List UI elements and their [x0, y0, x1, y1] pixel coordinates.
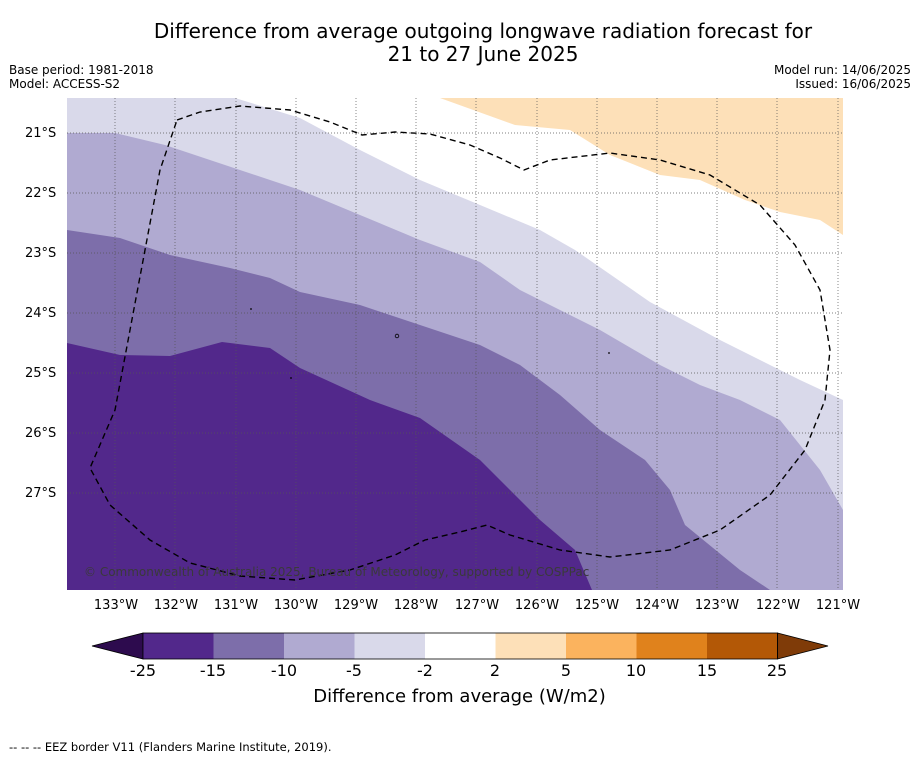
colorbar-segment: [213, 633, 284, 659]
lat-label: 26°S: [25, 426, 57, 441]
island-marker: [250, 308, 252, 310]
colorbar-segment: [284, 633, 355, 659]
lat-label: 27°S: [25, 486, 57, 501]
colorbar-tick: 15: [696, 661, 718, 680]
eez-border: [89, 105, 831, 581]
colorbar-extend-high: [777, 632, 829, 660]
colorbar-tick: 5: [560, 661, 572, 680]
colorbar: [91, 632, 829, 660]
lon-label: 121°W: [815, 598, 861, 613]
issued-date: Issued: 16/06/2025: [795, 77, 911, 91]
lon-label: 129°W: [333, 598, 379, 613]
copyright-text: © Commonwealth of Australia 2025, Bureau…: [84, 565, 590, 579]
lon-label: 124°W: [634, 598, 680, 613]
colorbar-tick: -2: [417, 661, 433, 680]
colorbar-tick: -5: [346, 661, 362, 680]
base-period: Base period: 1981-2018: [9, 63, 154, 77]
lat-label: 24°S: [25, 306, 57, 321]
lat-label: 23°S: [25, 246, 57, 261]
lon-label: 125°W: [574, 598, 620, 613]
colorbar-segment: [707, 633, 778, 659]
colorbar-tick: 2: [489, 661, 501, 680]
colorbar-tick: -25: [129, 661, 157, 680]
map-title: Difference from average outgoing longwav…: [0, 20, 919, 66]
lon-label: 123°W: [694, 598, 740, 613]
colorbar-tick: 10: [625, 661, 647, 680]
meta-right: Model run: 14/06/2025 Issued: 16/06/2025: [774, 63, 911, 91]
model-run: Model run: 14/06/2025: [773, 63, 911, 77]
lon-label: 133°W: [93, 598, 139, 613]
colorbar-segment: [143, 633, 214, 659]
island-marker: [394, 333, 400, 339]
lat-label: 22°S: [25, 186, 57, 201]
lat-label: 21°S: [25, 126, 57, 141]
graticule: [67, 98, 843, 590]
lat-label: 25°S: [25, 366, 57, 381]
lon-label: 132°W: [153, 598, 199, 613]
band-2-5: [440, 98, 843, 235]
island-marker: [608, 352, 610, 354]
colorbar-frame: [142, 632, 778, 660]
lon-label: 130°W: [273, 598, 319, 613]
lon-label: 122°W: [755, 598, 801, 613]
island-marker: [290, 377, 292, 379]
colorbar-segment: [354, 633, 425, 659]
colorbar-segment: [495, 633, 566, 659]
meta-left: Base period: 1981-2018 Model: ACCESS-S2: [9, 63, 154, 91]
colorbar-extend-low: [91, 632, 144, 660]
colorbar-tick: -10: [270, 661, 298, 680]
colorbar-segment: [636, 633, 707, 659]
eez-footnote: -- -- -- EEZ border V11 (Flanders Marine…: [9, 740, 332, 754]
title-line-1: Difference from average outgoing longwav…: [153, 19, 813, 43]
lon-label: 126°W: [514, 598, 560, 613]
title-line-2: 21 to 27 June 2025: [387, 42, 579, 66]
lon-label: 131°W: [213, 598, 259, 613]
colorbar-segment: [566, 633, 637, 659]
colorbar-tick: -15: [199, 661, 227, 680]
lon-label: 128°W: [393, 598, 439, 613]
lon-label: 127°W: [454, 598, 500, 613]
model-name: Model: ACCESS-S2: [9, 77, 121, 91]
colorbar-segment: [425, 633, 496, 659]
band-minus25-minus15: [67, 342, 592, 590]
colorbar-label: Difference from average (W/m2): [313, 686, 606, 707]
map-area: [67, 98, 843, 590]
colorbar-tick: 25: [766, 661, 788, 680]
